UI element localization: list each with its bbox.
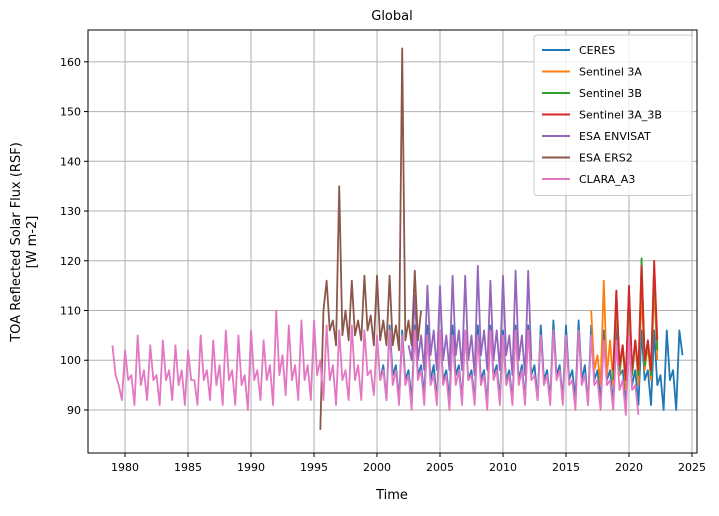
legend-label: CLARA_A3 xyxy=(579,173,635,186)
legend-box xyxy=(533,34,693,196)
x-axis-label: Time xyxy=(375,488,408,503)
legend-label: ESA ERS2 xyxy=(579,152,633,165)
series-line xyxy=(111,309,640,416)
series-line xyxy=(407,264,533,377)
x-tick-label: 2005 xyxy=(426,461,454,474)
chart-title: Global xyxy=(371,9,412,24)
x-tick-label: 2020 xyxy=(615,461,643,474)
legend-label: Sentinel 3B xyxy=(579,87,642,100)
y-axis-label: [W m-2] xyxy=(25,216,40,269)
series-line xyxy=(319,47,422,430)
y-axis-label: TOA Reflected Solar Flux (RSF) xyxy=(9,142,24,343)
x-tick-label: 2000 xyxy=(363,461,391,474)
y-tick-label: 140 xyxy=(60,155,81,168)
legend-label: Sentinel 3A xyxy=(579,66,642,79)
legend-label: Sentinel 3A_3B xyxy=(579,109,662,122)
y-tick-label: 130 xyxy=(60,205,81,218)
y-tick-label: 150 xyxy=(60,106,81,119)
x-tick-label: 2010 xyxy=(489,461,517,474)
x-tick-label: 1995 xyxy=(300,461,328,474)
x-tick-label: 2015 xyxy=(552,461,580,474)
legend-label: CERES xyxy=(579,44,615,57)
y-tick-label: 100 xyxy=(60,354,81,367)
legend: CERES Sentinel 3A Sentinel 3B Sentinel 3A_3… xyxy=(533,34,693,196)
series-line xyxy=(612,259,659,382)
y-tick-label: 110 xyxy=(60,305,81,318)
x-tick-label: 1985 xyxy=(174,461,202,474)
x-tick-label: 1990 xyxy=(237,461,265,474)
plot-frame xyxy=(87,29,698,454)
x-tick-label: 1980 xyxy=(111,461,139,474)
legend-label: ESA ENVISAT xyxy=(579,130,651,143)
y-tick-label: 90 xyxy=(67,404,81,417)
x-tick-label: 2025 xyxy=(678,461,706,474)
y-tick-label: 160 xyxy=(60,56,81,69)
y-tick-label: 120 xyxy=(60,255,81,268)
